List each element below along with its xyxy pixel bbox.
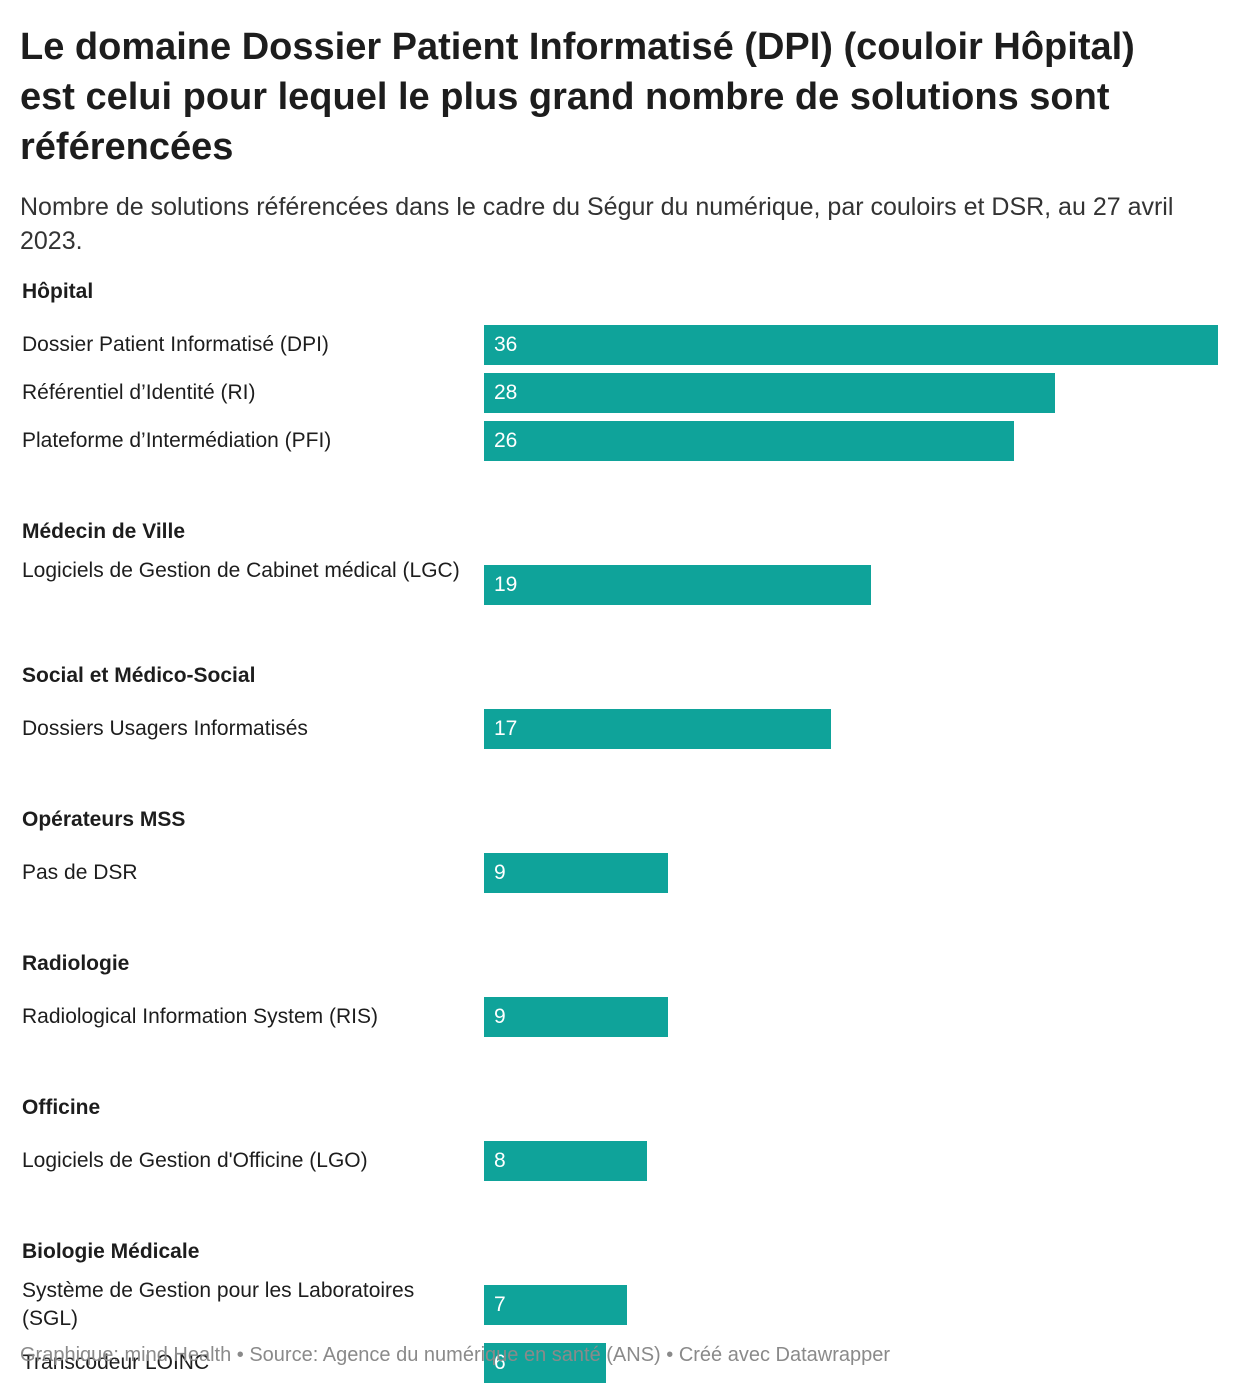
row-label: Transcodeur LOINC (22, 1351, 210, 1374)
bar: 9 (484, 997, 668, 1037)
bar-value-label: 17 (494, 717, 518, 740)
chart-title: Le domaine Dossier Patient Informatisé (… (20, 26, 1135, 168)
bar: 36 (484, 325, 1218, 365)
group-label: Médecin de Ville (22, 520, 186, 543)
bar: 28 (484, 373, 1055, 413)
bar: 26 (484, 421, 1014, 461)
bar: 7 (484, 1285, 627, 1325)
bar-value-label: 9 (494, 861, 506, 884)
row-label: Pas de DSR (22, 861, 138, 884)
group-label: Opérateurs MSS (22, 808, 186, 831)
bar-value-label: 6 (494, 1351, 506, 1374)
bar-value-label: 8 (494, 1149, 506, 1172)
chart-footer: Graphique: mind Health • Source: Agence … (20, 1344, 891, 1366)
bar: 8 (484, 1141, 647, 1181)
row-label: Logiciels de Gestion de Cabinet médical … (22, 559, 460, 582)
bar: 6 (484, 1343, 606, 1383)
bar-chart: Hôpital Dossier Patient Informatisé (DPI)… (0, 270, 1240, 1383)
row-label: Radiological Information System (RIS) (22, 1005, 378, 1028)
row-label: Plateforme d’Intermédiation (PFI) (22, 429, 332, 452)
row-label: Système de Gestion pour les Laboratoires… (22, 1279, 415, 1330)
bar: 9 (484, 853, 668, 893)
bar-value-label: 7 (494, 1293, 506, 1316)
group-label: Radiologie (22, 952, 130, 975)
row-label: Dossiers Usagers Informatisés (22, 717, 308, 740)
bar-value-label: 19 (494, 573, 518, 596)
group-label: Biologie Médicale (22, 1240, 200, 1263)
bar-value-label: 9 (494, 1005, 506, 1028)
group-label: Officine (22, 1096, 101, 1119)
bar-value-label: 26 (494, 429, 518, 452)
bar: 17 (484, 709, 831, 749)
row-label: Dossier Patient Informatisé (DPI) (22, 333, 329, 356)
bar-value-label: 28 (494, 381, 518, 404)
chart-subtitle: Nombre de solutions référencées dans le … (20, 193, 1174, 255)
bar-value-label: 36 (494, 333, 518, 356)
row-label: Logiciels de Gestion d'Officine (LGO) (22, 1149, 368, 1172)
group-label: Hôpital (22, 280, 94, 303)
bar: 19 (484, 565, 871, 605)
row-label: Référentiel d’Identité (RI) (22, 381, 256, 404)
group-label: Social et Médico-Social (22, 664, 256, 687)
